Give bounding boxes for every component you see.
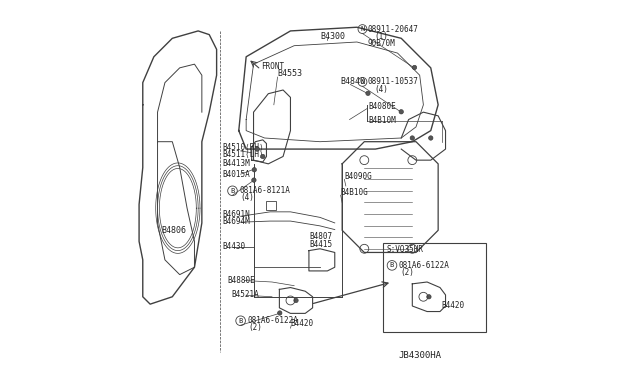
Text: 08911-10537: 08911-10537 bbox=[368, 77, 419, 86]
Text: (2): (2) bbox=[249, 323, 262, 332]
Circle shape bbox=[427, 295, 431, 299]
Text: B4B10M: B4B10M bbox=[368, 116, 396, 125]
Text: B4691N: B4691N bbox=[222, 210, 250, 219]
Text: B4430: B4430 bbox=[222, 243, 245, 251]
Circle shape bbox=[366, 91, 370, 96]
Text: 081A6-8121A: 081A6-8121A bbox=[239, 186, 290, 195]
Text: B: B bbox=[230, 188, 235, 194]
Text: (1): (1) bbox=[374, 32, 388, 41]
Text: (2): (2) bbox=[401, 267, 414, 276]
Text: B4521A: B4521A bbox=[232, 291, 259, 299]
Text: 08911-20647: 08911-20647 bbox=[368, 25, 419, 33]
Bar bbox=[266, 201, 276, 210]
Text: N: N bbox=[360, 26, 365, 32]
Text: B4511⟨LH⟩: B4511⟨LH⟩ bbox=[222, 150, 264, 159]
Text: 081A6-6122A: 081A6-6122A bbox=[247, 316, 298, 325]
Text: B: B bbox=[390, 262, 394, 268]
Circle shape bbox=[412, 65, 417, 70]
Text: B4B10G: B4B10G bbox=[340, 188, 368, 197]
Circle shape bbox=[399, 110, 403, 114]
Text: 081A6-6122A: 081A6-6122A bbox=[399, 261, 449, 270]
Text: B4090G: B4090G bbox=[344, 172, 372, 181]
Text: B: B bbox=[239, 318, 243, 324]
Text: B4806: B4806 bbox=[161, 226, 186, 235]
Text: B4553: B4553 bbox=[278, 69, 303, 78]
Circle shape bbox=[255, 147, 259, 151]
Text: B4300: B4300 bbox=[320, 32, 345, 41]
Text: B4420: B4420 bbox=[442, 301, 465, 311]
Circle shape bbox=[252, 167, 257, 172]
Text: B4807: B4807 bbox=[309, 232, 332, 241]
Text: (4): (4) bbox=[374, 85, 388, 94]
Text: B4015A: B4015A bbox=[222, 170, 250, 179]
Text: FRONT: FRONT bbox=[261, 61, 284, 71]
Circle shape bbox=[429, 136, 433, 140]
Text: 90B70M: 90B70M bbox=[368, 39, 396, 48]
Circle shape bbox=[252, 178, 256, 182]
Text: B4080E: B4080E bbox=[368, 102, 396, 111]
Text: JB4300HA: JB4300HA bbox=[399, 351, 442, 360]
Text: (4): (4) bbox=[241, 193, 255, 202]
Text: S:VQ35HR: S:VQ35HR bbox=[387, 246, 424, 254]
Text: B4415: B4415 bbox=[309, 240, 332, 249]
Circle shape bbox=[278, 311, 282, 315]
Text: B4694M: B4694M bbox=[222, 217, 250, 226]
Circle shape bbox=[260, 154, 265, 159]
Circle shape bbox=[294, 298, 298, 303]
Text: N: N bbox=[360, 79, 365, 85]
Text: B4510⟨RH⟩: B4510⟨RH⟩ bbox=[222, 143, 264, 152]
Text: B4880E: B4880E bbox=[227, 276, 255, 285]
Text: B4420: B4420 bbox=[291, 319, 314, 328]
Text: B4840: B4840 bbox=[340, 77, 365, 86]
Circle shape bbox=[410, 136, 415, 140]
Text: B4413M: B4413M bbox=[222, 158, 250, 168]
